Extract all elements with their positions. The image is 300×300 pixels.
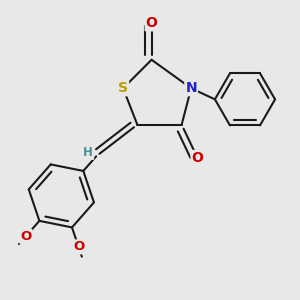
Text: O: O — [20, 230, 32, 243]
Text: H: H — [83, 146, 93, 159]
Text: N: N — [185, 81, 197, 95]
Text: O: O — [146, 16, 158, 30]
Text: O: O — [73, 240, 84, 254]
Text: S: S — [118, 81, 128, 95]
Text: O: O — [192, 151, 203, 165]
